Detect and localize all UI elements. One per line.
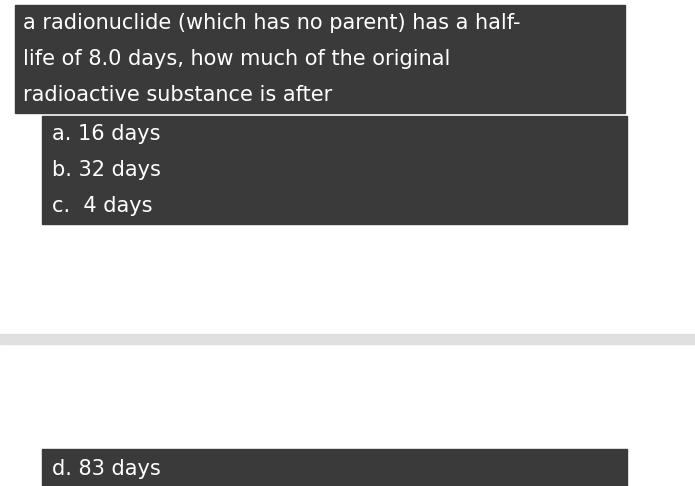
Bar bbox=[15, 41, 625, 77]
Bar bbox=[42, 449, 627, 486]
Bar bbox=[15, 77, 625, 113]
Bar bbox=[42, 116, 627, 224]
Bar bbox=[15, 5, 625, 41]
Text: a. 16 days: a. 16 days bbox=[52, 124, 161, 144]
Text: radioactive substance is after: radioactive substance is after bbox=[23, 85, 332, 105]
Bar bbox=[0, 334, 695, 344]
Text: a radionuclide (which has no parent) has a half-: a radionuclide (which has no parent) has… bbox=[23, 13, 521, 33]
Text: c.  4 days: c. 4 days bbox=[52, 196, 152, 216]
Text: b. 32 days: b. 32 days bbox=[52, 160, 161, 180]
Text: d. 83 days: d. 83 days bbox=[52, 459, 161, 479]
Text: life of 8.0 days, how much of the original: life of 8.0 days, how much of the origin… bbox=[23, 49, 450, 69]
